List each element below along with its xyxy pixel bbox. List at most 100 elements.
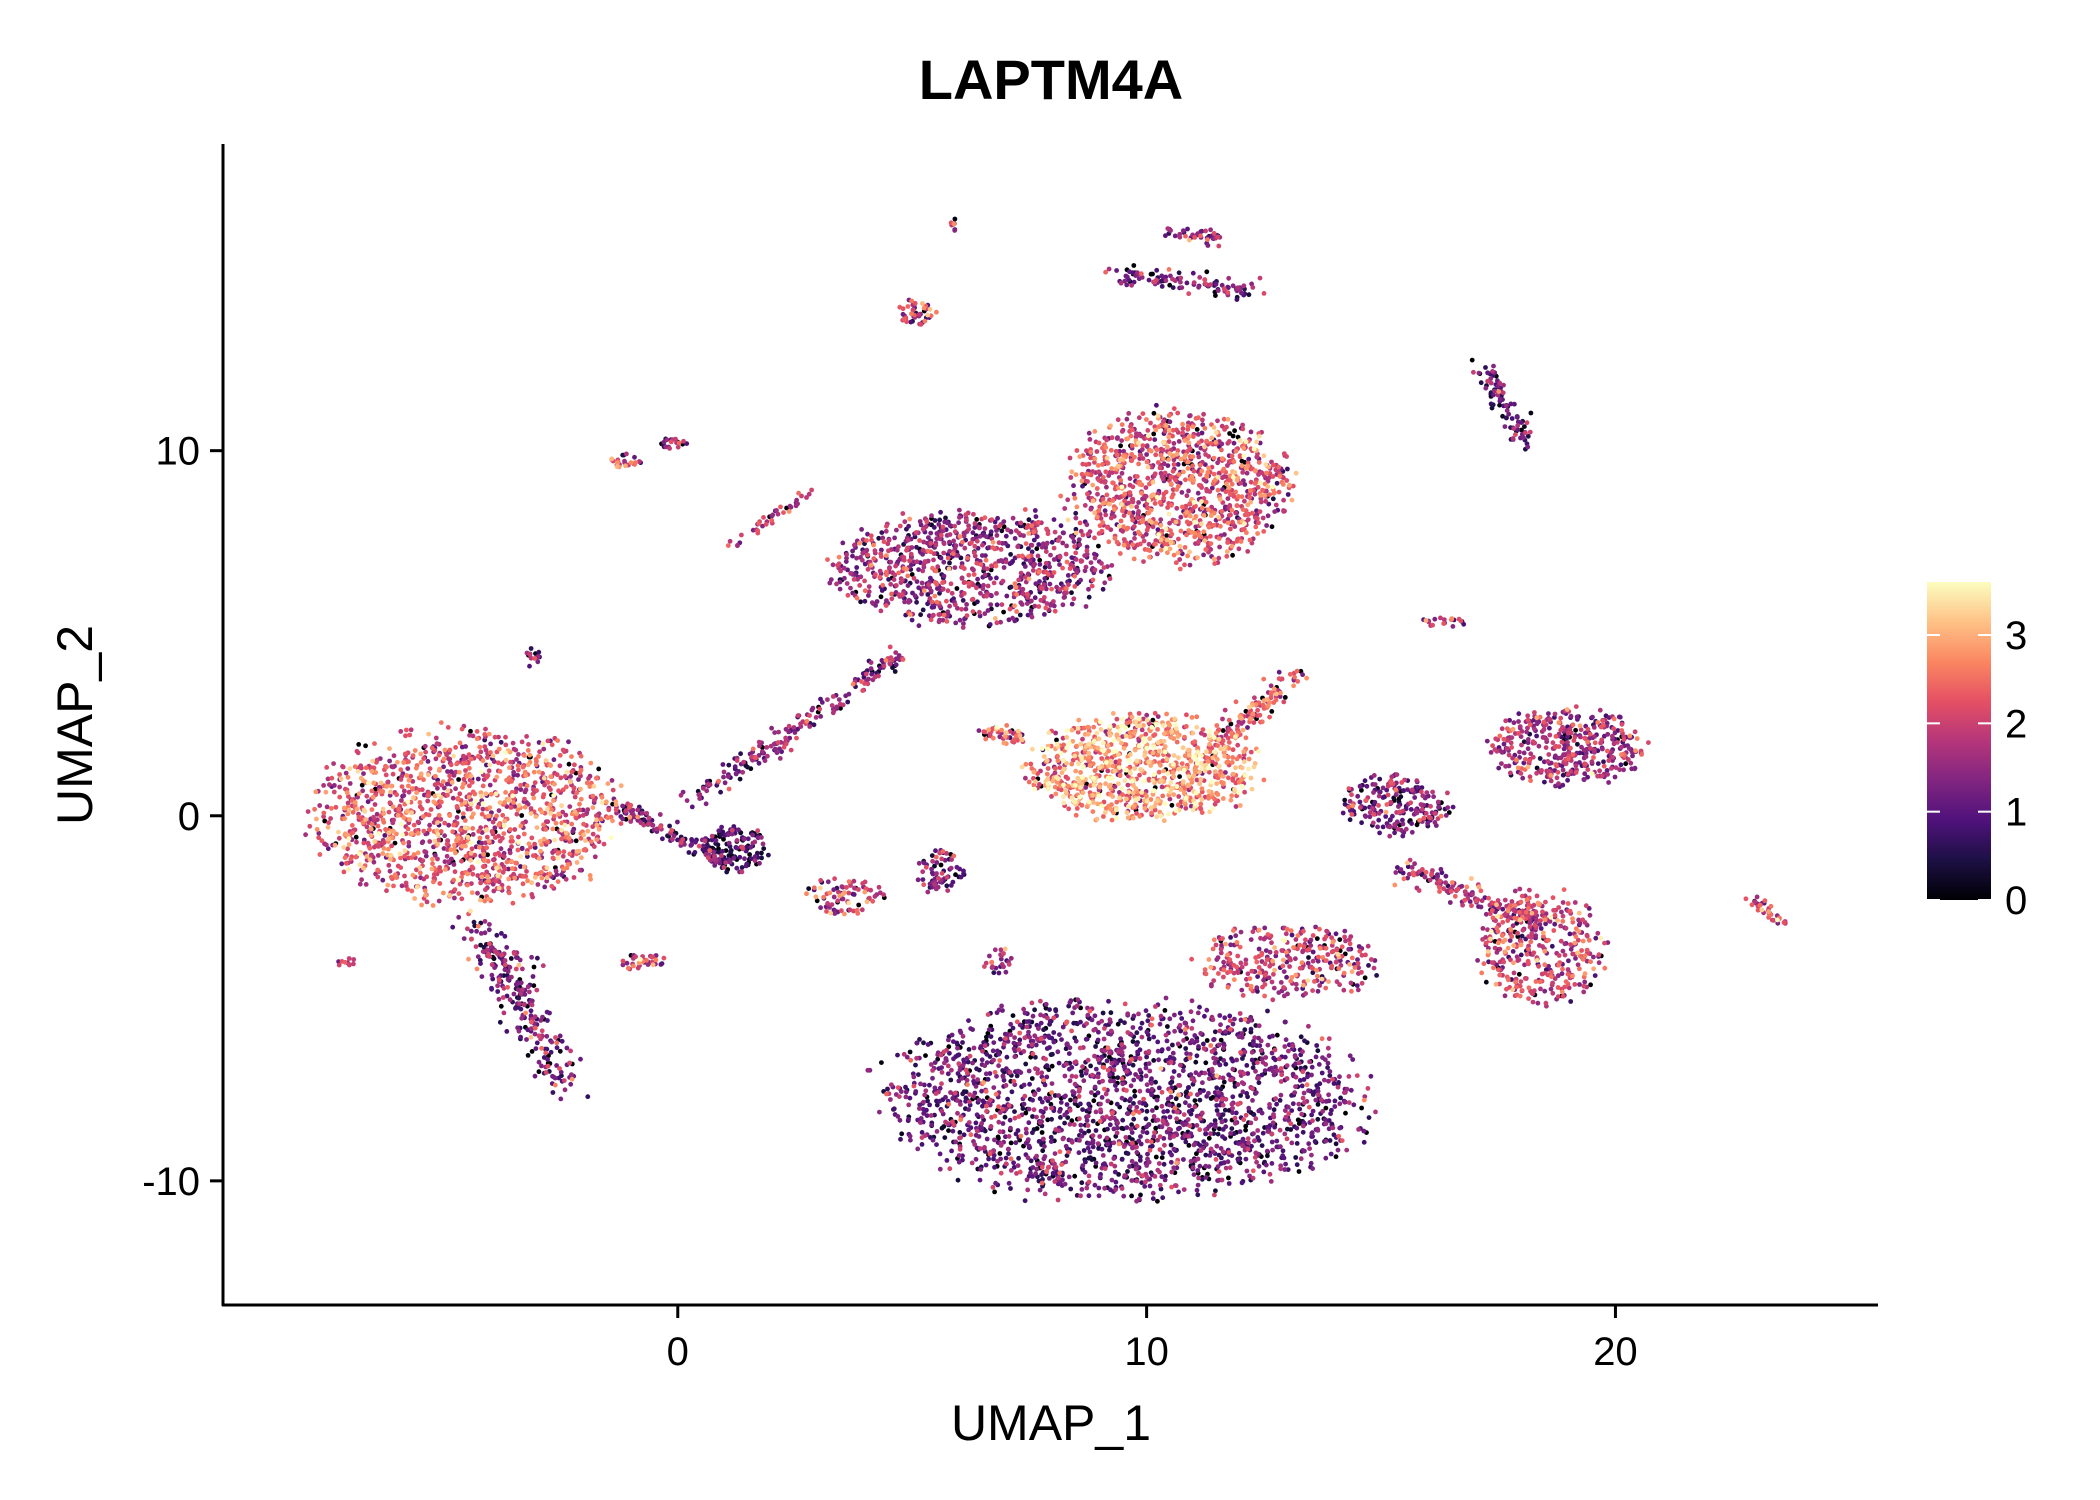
cell-point [885, 1086, 890, 1092]
cell-point [489, 986, 494, 992]
cell-point [961, 533, 967, 539]
cell-point [894, 527, 899, 533]
cell-point [1054, 737, 1059, 743]
cell-point [1409, 865, 1415, 870]
cell-point [1376, 793, 1382, 799]
cell-point [1166, 1126, 1172, 1132]
cell-point [966, 1018, 971, 1023]
cell-point [1195, 1010, 1201, 1016]
cell-point [1127, 1164, 1132, 1169]
cell-point [535, 882, 541, 887]
cell-point [1173, 1096, 1179, 1102]
cell-point [1363, 814, 1369, 819]
cell-point [1309, 1131, 1315, 1136]
cell-point [980, 1098, 986, 1104]
cell-point [1136, 500, 1141, 505]
cell-point [934, 1142, 939, 1147]
cell-point [975, 1077, 980, 1082]
cell-point [927, 1082, 932, 1088]
cell-point [544, 1033, 550, 1039]
cell-point [1067, 1066, 1072, 1072]
cell-point [975, 576, 980, 582]
cell-point [1626, 746, 1632, 751]
cell-point [996, 970, 1002, 976]
cell-point [1045, 1117, 1051, 1123]
cell-point [1269, 709, 1275, 714]
cell-point [463, 744, 468, 749]
cell-point [1067, 1000, 1073, 1005]
cell-point [1106, 998, 1111, 1004]
cell-point [1190, 1165, 1196, 1170]
cell-point [1435, 799, 1441, 805]
cell-point [1027, 1034, 1033, 1040]
cell-point [1322, 1077, 1327, 1083]
cell-point [1139, 1034, 1145, 1040]
cell-point [932, 863, 937, 869]
cell-point [1415, 785, 1421, 790]
cell-point [1098, 1101, 1103, 1107]
cell-point [1168, 1142, 1174, 1148]
cell-point [1197, 1163, 1203, 1169]
cell-point [1485, 370, 1490, 376]
cell-point [953, 872, 958, 878]
cell-point [1102, 1161, 1107, 1167]
cell-point [1093, 1066, 1099, 1072]
cell-point [1062, 1120, 1067, 1126]
cell-point [1282, 1054, 1288, 1060]
cell-point [1131, 1013, 1137, 1019]
cell-point [906, 1102, 912, 1108]
cell-point [1216, 1090, 1221, 1095]
cell-point [776, 729, 781, 735]
cell-point [1017, 612, 1023, 618]
cell-point [1033, 1054, 1038, 1060]
cell-point [1176, 270, 1182, 276]
cell-point [1086, 1101, 1092, 1107]
cell-point [1213, 281, 1219, 287]
cell-point [1180, 228, 1186, 234]
cell-point [1030, 1130, 1035, 1136]
cell-point [1089, 1017, 1095, 1023]
cell-point [1008, 1168, 1014, 1173]
cell-point [1405, 864, 1411, 870]
cell-point [1248, 1026, 1254, 1032]
cell-point [1127, 269, 1132, 275]
cell-point [1259, 1110, 1265, 1116]
cell-point [1221, 1045, 1226, 1051]
cell-point [1377, 830, 1382, 836]
cell-point [1163, 995, 1169, 1001]
cell-point [1269, 1161, 1275, 1166]
cell-point [1032, 561, 1037, 567]
cell-point [419, 840, 425, 846]
cell-point [609, 778, 615, 783]
cell-point [1257, 1043, 1263, 1049]
cell-point [1149, 1086, 1155, 1092]
cell-point [921, 1111, 927, 1116]
cell-point [983, 1071, 989, 1077]
cell-point [1196, 1072, 1202, 1078]
cell-point [1035, 1161, 1041, 1167]
cell-point [1337, 1074, 1342, 1080]
cell-point [1220, 1134, 1225, 1139]
cell-point [1333, 1154, 1339, 1160]
cell-point [938, 509, 943, 515]
cell-point [1443, 880, 1448, 886]
cell-point [1272, 1057, 1278, 1063]
cell-point [1534, 721, 1540, 727]
cell-point [1355, 793, 1361, 799]
cell-point [1552, 921, 1558, 927]
cell-point [917, 1037, 922, 1042]
cell-point [1618, 762, 1624, 768]
cell-point [1590, 714, 1595, 720]
cell-point [866, 676, 871, 682]
cell-point [906, 1116, 911, 1122]
cell-point [1087, 1149, 1093, 1155]
cell-point [814, 898, 820, 904]
cell-point [1342, 928, 1348, 934]
cell-point [1137, 1100, 1143, 1105]
cell-point [916, 623, 922, 629]
cell-point [568, 1081, 574, 1087]
cell-point [1188, 1009, 1194, 1015]
cell-point [357, 881, 363, 887]
cell-point [1514, 920, 1520, 926]
cell-point [1114, 1101, 1120, 1107]
